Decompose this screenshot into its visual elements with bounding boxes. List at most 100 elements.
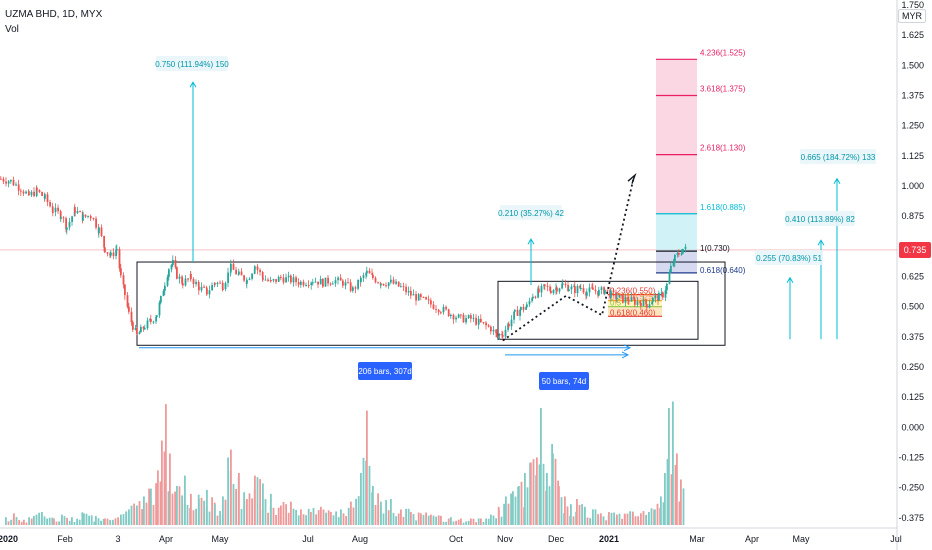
candle-body (224, 282, 227, 290)
volume-bar (350, 501, 352, 525)
volume-bar (71, 517, 73, 525)
volume-bar (538, 464, 541, 525)
volume-bar (267, 512, 269, 525)
candle-body (342, 280, 344, 286)
volume-bar (155, 483, 157, 525)
range-arrowhead (623, 344, 632, 352)
volume-bar (133, 503, 135, 525)
candle-body (430, 300, 432, 305)
volume-bar (472, 518, 475, 525)
volume-bar (125, 511, 127, 525)
candle-body (670, 265, 672, 273)
volume-bar (594, 509, 597, 525)
volume-bar (81, 512, 84, 525)
candle-body (134, 328, 137, 330)
volume-bar (618, 513, 621, 525)
volume-bar (254, 475, 256, 525)
candle-body (124, 284, 126, 296)
volume-bar (238, 473, 240, 525)
fib-ext-label: 1.618(0.885) (700, 203, 746, 212)
candle-body (636, 301, 639, 305)
volume-bar (442, 521, 445, 525)
candle-body (287, 275, 290, 278)
candle-body (678, 253, 680, 255)
volume-bar (566, 506, 569, 525)
candle-body (526, 304, 528, 308)
volume-bar (676, 453, 678, 525)
measure-label: 0.255 (70.83%) 51 (756, 254, 822, 263)
volume-bar (171, 493, 174, 525)
volume-bar (20, 521, 23, 525)
volume-bar (85, 513, 88, 525)
candle-body (546, 285, 549, 287)
volume-bar (136, 505, 138, 525)
volume-bar (120, 514, 122, 525)
currency-label: MYR (898, 9, 926, 23)
candle-body (501, 334, 503, 336)
volume-bar (312, 507, 315, 525)
volume-bar (30, 518, 33, 525)
volume-bar (602, 516, 605, 525)
measure-label-box (156, 56, 228, 71)
volume-bar (97, 518, 100, 525)
volume-bar (668, 408, 670, 525)
candle-body (402, 286, 405, 288)
volume-bar (163, 451, 166, 525)
candle-body (672, 262, 675, 266)
volume-bar (374, 504, 377, 525)
volume-bar (372, 486, 374, 525)
volume-bar (240, 509, 243, 525)
volume-bar (460, 518, 462, 525)
candle-body (222, 289, 224, 291)
volume-bar (190, 493, 192, 525)
candle-body (82, 214, 84, 221)
candle-body (95, 218, 97, 228)
candle-body (618, 295, 621, 298)
volume-bar (610, 512, 613, 525)
candle-body (349, 282, 352, 291)
candle-body (532, 296, 534, 299)
candle-body (324, 277, 327, 287)
candle-body (397, 281, 400, 287)
candle-body (178, 276, 181, 279)
volume-bar (382, 513, 385, 525)
candle-body (60, 217, 62, 219)
volume-bar (524, 473, 526, 525)
candle-body (576, 285, 579, 294)
volume-bar (76, 518, 78, 525)
candle-body (198, 286, 200, 291)
volume-bar (83, 513, 85, 525)
volume-bar (581, 504, 583, 525)
volume-bar (277, 507, 280, 525)
candle-body (170, 264, 173, 270)
volume-bar (487, 518, 490, 525)
range-label-box (539, 372, 589, 390)
x-tick-label: Mar (689, 534, 705, 544)
candle-body (235, 269, 237, 275)
candle-body (415, 294, 417, 301)
volume-bar (507, 503, 510, 525)
volume-bar (219, 511, 221, 525)
x-tick-label: Dec (548, 534, 565, 544)
candle-body (232, 263, 235, 270)
candle-body (332, 283, 334, 285)
candle-body (259, 269, 261, 273)
candle-body (490, 326, 492, 332)
volume-bar (211, 497, 213, 525)
candle-body (374, 277, 377, 283)
candle-body (514, 309, 516, 312)
candle-body (502, 335, 504, 337)
volume-bar (435, 516, 437, 525)
candle-body (360, 277, 362, 282)
volume-bar (7, 521, 10, 525)
volume-bar (203, 500, 205, 525)
candle-body (387, 282, 390, 286)
candle-body (174, 259, 177, 268)
candle-body (562, 283, 564, 285)
candle-body (292, 277, 295, 283)
candle-body (475, 317, 477, 325)
volume-bar (337, 517, 340, 525)
x-tick-label: Aug (352, 534, 368, 544)
x-tick-label: 2020 (0, 534, 18, 544)
